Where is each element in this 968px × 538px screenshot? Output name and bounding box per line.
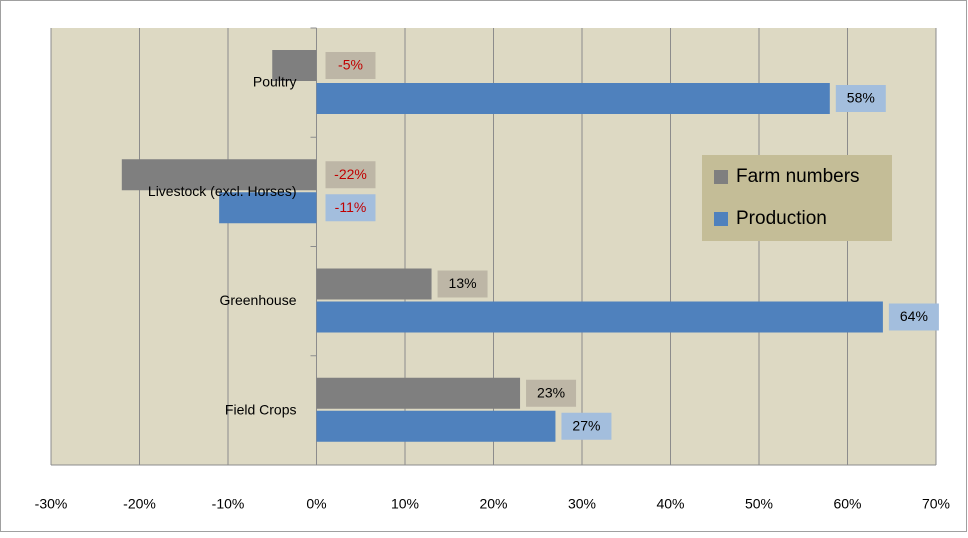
value-label-box — [888, 303, 939, 331]
legend-label: Farm numbers — [736, 166, 860, 187]
bar — [316, 301, 883, 333]
y-tick-label: Field Crops — [225, 401, 297, 417]
y-tick-label: Poultry — [253, 74, 297, 90]
value-label-box — [325, 52, 376, 79]
value-label-box — [561, 412, 612, 440]
bar — [316, 83, 830, 114]
y-tick-label: Greenhouse — [219, 292, 296, 308]
value-label-box — [437, 270, 488, 298]
x-tick-label: 0% — [306, 496, 326, 512]
x-tick-label: 50% — [745, 496, 773, 512]
bar — [316, 268, 432, 300]
x-tick-label: 30% — [568, 496, 596, 512]
value-label-box — [325, 194, 376, 222]
y-tick-label: Livestock (excl. Horses) — [148, 183, 297, 199]
value-label-box — [325, 161, 376, 189]
x-tick-label: 10% — [391, 496, 419, 512]
value-label: 13% — [449, 275, 477, 291]
value-label: -5% — [338, 57, 363, 73]
x-tick-label: 20% — [479, 496, 507, 512]
value-label: 27% — [572, 417, 600, 433]
value-label: 58% — [847, 90, 875, 106]
bar — [316, 410, 556, 442]
bar — [316, 377, 521, 409]
x-tick-label: -10% — [212, 496, 245, 512]
value-label-box — [835, 85, 886, 112]
x-tick-label: -20% — [123, 496, 156, 512]
x-tick-label: -30% — [35, 496, 68, 512]
value-label: -11% — [335, 199, 367, 215]
x-tick-label: 60% — [833, 496, 861, 512]
legend-label: Production — [736, 208, 827, 229]
value-label-box — [526, 379, 577, 407]
value-label: -22% — [334, 166, 367, 182]
value-label: 23% — [537, 384, 565, 400]
bar — [219, 192, 317, 224]
legend-swatch — [714, 170, 728, 184]
value-label: 64% — [900, 308, 928, 324]
x-tick-label: 70% — [922, 496, 950, 512]
legend-box — [702, 155, 892, 241]
legend-swatch — [714, 212, 728, 226]
bar — [272, 50, 317, 81]
x-tick-label: 40% — [656, 496, 684, 512]
bar — [121, 159, 317, 191]
